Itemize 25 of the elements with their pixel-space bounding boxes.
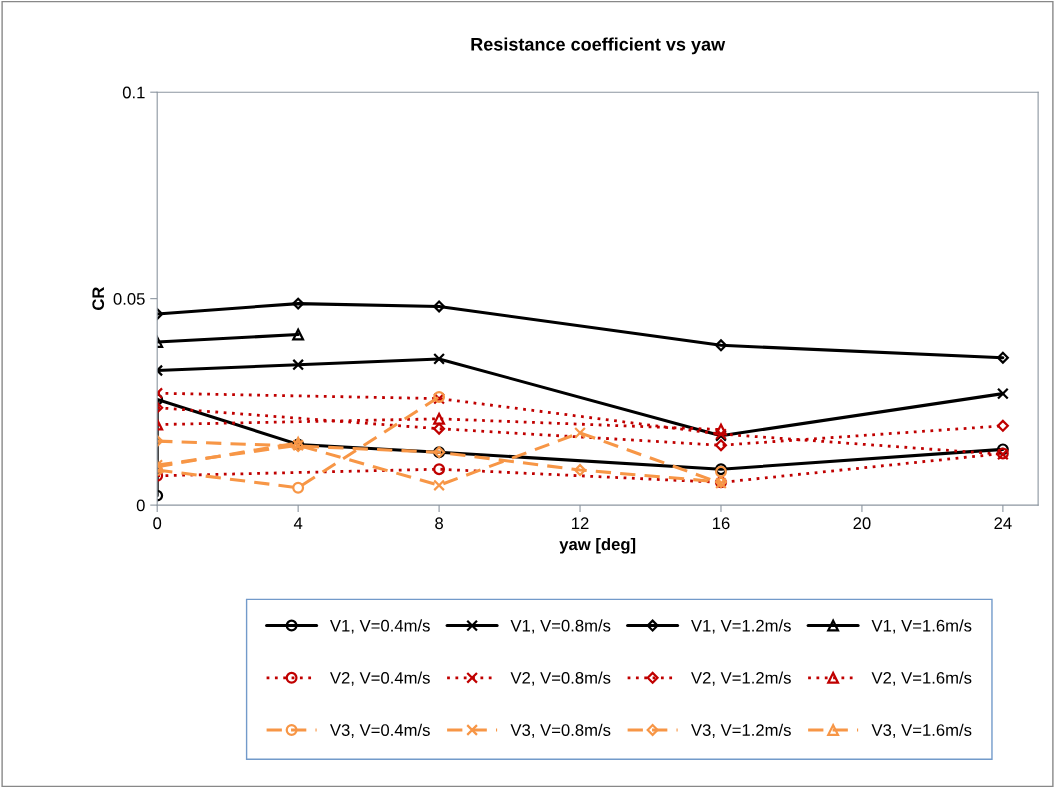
- x-tick-label: 12: [572, 517, 589, 529]
- x-tick-label: 16: [712, 517, 730, 530]
- x-tick-label: 4: [293, 517, 303, 529]
- x-tick-label: 24: [994, 517, 1012, 529]
- legend-label: V2, V=0.8m/s: [510, 671, 611, 686]
- legend-label: V1, V=1.2m/s: [691, 619, 791, 634]
- legend-label: V3, V=0.4m/s: [330, 723, 430, 738]
- y-tick-label: 0.05: [113, 293, 145, 305]
- legend-label: V2, V=1.2m/s: [691, 671, 791, 686]
- legend-label: V3, V=1.6m/s: [871, 723, 972, 738]
- legend-label: V1, V=0.8m/s: [510, 619, 611, 634]
- x-tick-label: 20: [853, 517, 871, 530]
- legend-label: V1, V=1.6m/s: [871, 619, 972, 634]
- legend-label: V1, V=0.4m/s: [330, 619, 430, 634]
- legend-label: V3, V=1.2m/s: [691, 723, 791, 738]
- legend-label: V2, V=1.6m/s: [871, 671, 972, 686]
- x-tick-label: 8: [435, 517, 443, 530]
- legend-label: V3, V=0.8m/s: [510, 723, 611, 738]
- y-tick-label: 0: [136, 499, 145, 512]
- legend-label: V2, V=0.4m/s: [330, 671, 430, 686]
- chart-title: Resistance coefficient vs yaw: [471, 37, 726, 55]
- x-axis-title: yaw [deg]: [559, 538, 636, 554]
- x-tick-label: 0: [153, 517, 162, 530]
- y-axis-title: CR: [92, 286, 105, 310]
- y-tick-label: 0.1: [122, 86, 145, 99]
